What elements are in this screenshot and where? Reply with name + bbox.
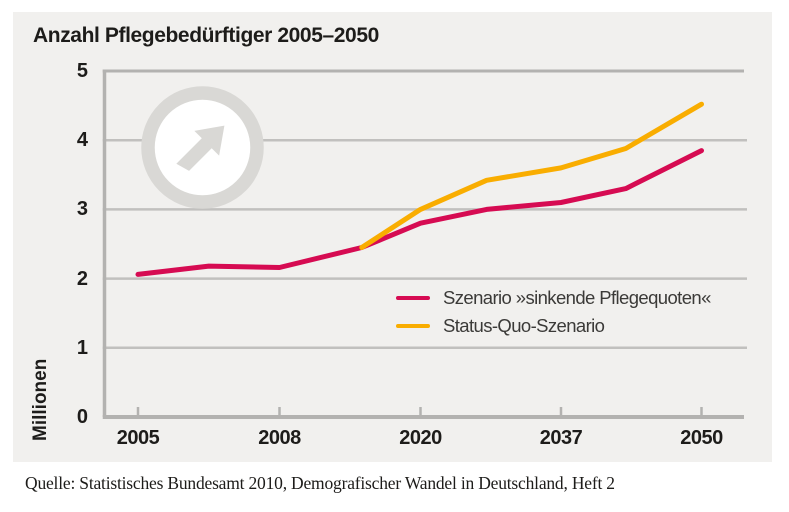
y-tick-label: 3 — [76, 198, 88, 221]
y-tick-label: 5 — [76, 60, 88, 82]
y-tick-label: 4 — [76, 129, 88, 152]
legend-line-swatch — [396, 295, 430, 301]
series-line — [135, 148, 704, 277]
y-tick-label: 1 — [76, 336, 88, 359]
y-tick-label: 0 — [76, 406, 88, 428]
x-tick-label: 2020 — [399, 427, 442, 449]
legend-label: Status-Quo-Szenario — [443, 315, 605, 336]
legend-item: Szenario »sinkende Pflegequoten« — [396, 288, 711, 308]
y-tick-label: 2 — [76, 267, 88, 290]
chart-legend: Szenario »sinkende Pflegequoten« Status-Q… — [396, 288, 711, 336]
x-tick-label: 2005 — [116, 427, 160, 449]
arrow-up-right-icon — [176, 125, 225, 171]
x-tick-label: 2008 — [258, 427, 301, 449]
x-tick-label: 2037 — [539, 427, 583, 449]
legend-label: Szenario »sinkende Pflegequoten« — [443, 287, 711, 308]
legend-line-swatch — [396, 323, 430, 329]
x-tick-label: 2050 — [680, 427, 723, 449]
watermark-ring — [141, 86, 264, 209]
series-line — [359, 101, 704, 250]
legend-item: Status-Quo-Szenario — [396, 316, 711, 336]
source-caption: Quelle: Statistisches Bundesamt 2010, De… — [25, 473, 615, 493]
chart-title: Anzahl Pflegebedürftiger 2005–2050 — [33, 24, 379, 47]
